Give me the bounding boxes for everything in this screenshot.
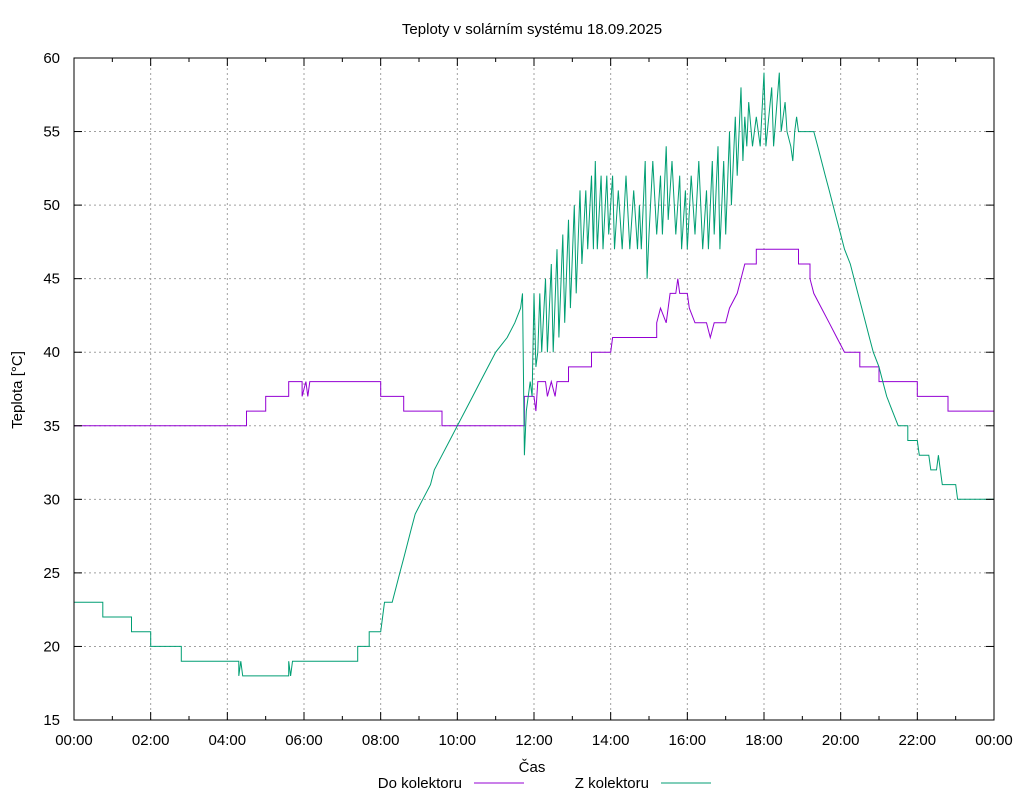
y-tick-label: 40 [43,344,60,361]
x-axis-label: Čas [519,759,546,776]
y-tick-label: 60 [43,50,60,67]
series-line-do-kolektoru [74,248,994,427]
y-tick-label: 50 [43,197,60,214]
chart-grid [73,57,995,721]
x-tick-label: 16:00 [669,732,707,749]
y-axis-label: Teplota [°C] [9,351,26,429]
x-tick-label: 20:00 [822,732,860,749]
x-tick-label: 22:00 [899,732,937,749]
legend-label-z-kolektoru: Z kolektoru [575,775,649,792]
y-tick-label: 15 [43,712,60,729]
x-tick-label: 02:00 [132,732,170,749]
x-tick-label: 18:00 [745,732,783,749]
y-tick-label: 45 [43,271,60,288]
series-line-z-kolektoru [74,72,994,677]
x-tick-label: 10:00 [439,732,477,749]
x-tick-label: 12:00 [515,732,553,749]
x-tick-label: 00:00 [975,732,1013,749]
y-tick-label: 30 [43,491,60,508]
series-layer [74,72,994,677]
axis-ticks: 15 20 25 30 35 40 45 50 55 60 00:00 02:00 04:00 06:00… [43,50,1012,749]
x-tick-label: 04:00 [209,732,247,749]
legend: Do kolektoru Z kolektoru [378,775,711,792]
legend-label-do-kolektoru: Do kolektoru [378,775,462,792]
y-tick-label: 55 [43,124,60,141]
x-tick-label: 06:00 [285,732,323,749]
x-tick-label: 08:00 [362,732,400,749]
chart-title: Teploty v solárním systému 18.09.2025 [402,21,662,38]
x-tick-label: 00:00 [55,732,93,749]
x-tick-label: 14:00 [592,732,630,749]
y-tick-label: 25 [43,565,60,582]
y-tick-label: 20 [43,638,60,655]
y-tick-label: 35 [43,418,60,435]
